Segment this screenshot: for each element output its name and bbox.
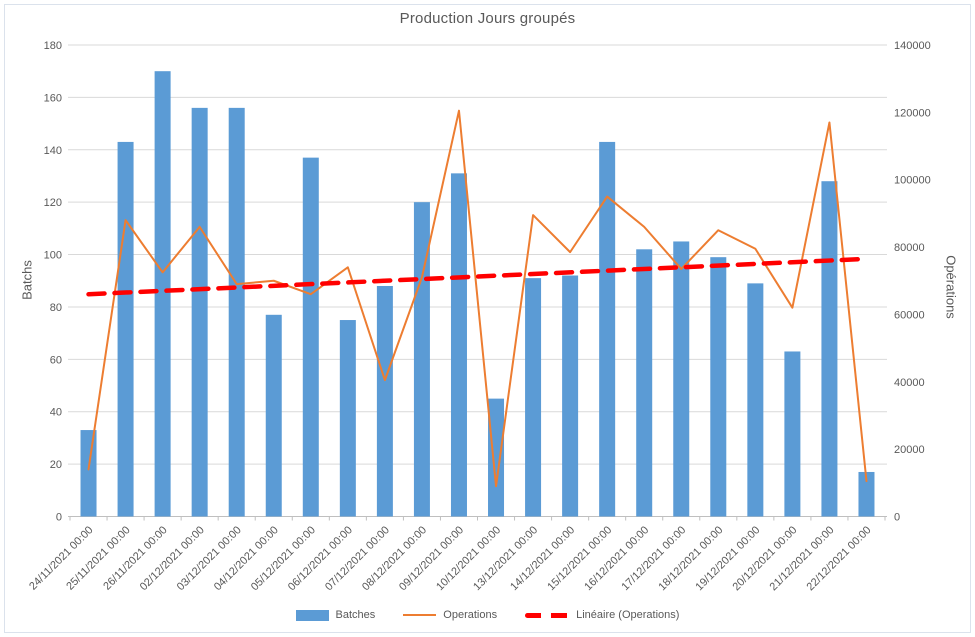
x-tick-label: 05/12/2021 00:00 xyxy=(249,524,318,593)
batches-bar[interactable] xyxy=(228,107,245,517)
y-left-tick-label: 80 xyxy=(50,302,62,314)
y-left-tick-label: 40 xyxy=(50,407,62,419)
y-left-tick-label: 120 xyxy=(44,197,62,209)
batches-bar[interactable] xyxy=(525,278,542,517)
batches-bar[interactable] xyxy=(376,285,393,517)
batches-bar[interactable] xyxy=(710,257,727,517)
y-right-tick-label: 120000 xyxy=(894,107,931,119)
x-tick-label: 22/12/2021 00:00 xyxy=(805,524,874,593)
x-tick-label: 04/12/2021 00:00 xyxy=(212,524,281,593)
x-tick-label: 21/12/2021 00:00 xyxy=(768,524,837,593)
batches-bar[interactable] xyxy=(673,241,690,517)
operations-line[interactable] xyxy=(87,109,868,488)
legend-item-trendline[interactable]: Linéaire (Operations) xyxy=(525,609,679,621)
batches-bar[interactable] xyxy=(821,181,838,517)
x-tick-label: 20/12/2021 00:00 xyxy=(730,524,799,593)
x-tick-label: 03/12/2021 00:00 xyxy=(175,524,244,593)
y-right-tick-label: 60000 xyxy=(894,309,925,321)
y-right-tick-label: 80000 xyxy=(894,242,925,254)
operations-trendline[interactable] xyxy=(86,256,869,297)
legend-label-operations: Operations xyxy=(443,609,498,621)
batches-bar[interactable] xyxy=(117,141,134,517)
legend: Batches Operations Linéaire (Operations) xyxy=(0,609,975,621)
batches-bar[interactable] xyxy=(488,398,505,517)
y-left-tick-label: 180 xyxy=(44,40,62,52)
y-left-tick-label: 140 xyxy=(44,145,62,157)
y-left-tick-label: 160 xyxy=(44,92,62,104)
batches-bar[interactable] xyxy=(858,471,875,517)
legend-item-operations[interactable]: Operations xyxy=(403,609,497,621)
batches-bar[interactable] xyxy=(339,320,356,517)
batches-bar[interactable] xyxy=(191,107,208,517)
legend-label-batches: Batches xyxy=(335,609,376,621)
operations-swatch-icon xyxy=(403,614,437,616)
x-tick-label: 09/12/2021 00:00 xyxy=(397,524,466,593)
x-tick-label: 13/12/2021 00:00 xyxy=(471,524,540,593)
legend-label-trendline: Linéaire (Operations) xyxy=(576,609,680,621)
batches-bar[interactable] xyxy=(154,71,171,517)
chart-title: Production Jours groupés xyxy=(399,10,576,27)
batches-bar[interactable] xyxy=(599,141,616,517)
batches-bar[interactable] xyxy=(265,314,282,517)
x-tick-label: 07/12/2021 00:00 xyxy=(323,524,392,593)
y-right-tick-label: 20000 xyxy=(894,444,925,456)
batches-bar[interactable] xyxy=(636,249,653,517)
y-right-tick-label: 140000 xyxy=(894,40,931,52)
batches-bar[interactable] xyxy=(302,157,319,517)
y-left-tick-label: 20 xyxy=(50,459,62,471)
x-tick-label: 24/11/2021 00:00 xyxy=(27,524,95,592)
batches-bar[interactable] xyxy=(784,351,801,517)
legend-item-batches[interactable]: Batches xyxy=(295,609,376,621)
x-tick-label: 06/12/2021 00:00 xyxy=(286,524,355,593)
x-tick-label: 15/12/2021 00:00 xyxy=(545,524,614,593)
x-tick-label: 18/12/2021 00:00 xyxy=(656,524,725,593)
left-axis-title: Batchs xyxy=(19,260,35,300)
batches-bar[interactable] xyxy=(562,275,579,517)
batches-bar[interactable] xyxy=(80,430,97,517)
batches-bar[interactable] xyxy=(747,283,764,517)
y-right-tick-label: 40000 xyxy=(894,377,925,389)
x-tick-label: 08/12/2021 00:00 xyxy=(360,524,429,593)
x-tick-label: 02/12/2021 00:00 xyxy=(138,524,207,593)
right-axis-title: Opérations xyxy=(943,255,959,319)
x-tick-label: 19/12/2021 00:00 xyxy=(693,524,762,593)
y-left-tick-label: 60 xyxy=(50,354,62,366)
x-tick-label: 25/11/2021 00:00 xyxy=(64,524,132,592)
x-tick-label: 14/12/2021 00:00 xyxy=(508,524,577,593)
y-left-tick-label: 0 xyxy=(56,512,62,524)
y-right-tick-label: 0 xyxy=(894,512,900,524)
y-right-tick-label: 100000 xyxy=(894,175,931,187)
x-tick-label: 26/11/2021 00:00 xyxy=(101,524,169,592)
batches-bar[interactable] xyxy=(450,173,467,517)
x-tick-label: 10/12/2021 00:00 xyxy=(434,524,503,593)
batches-swatch-icon xyxy=(295,609,329,621)
x-tick-label: 17/12/2021 00:00 xyxy=(619,524,688,593)
x-tick-label: 16/12/2021 00:00 xyxy=(582,524,651,593)
trendline-swatch-icon xyxy=(525,612,570,618)
y-left-tick-label: 100 xyxy=(44,250,62,262)
